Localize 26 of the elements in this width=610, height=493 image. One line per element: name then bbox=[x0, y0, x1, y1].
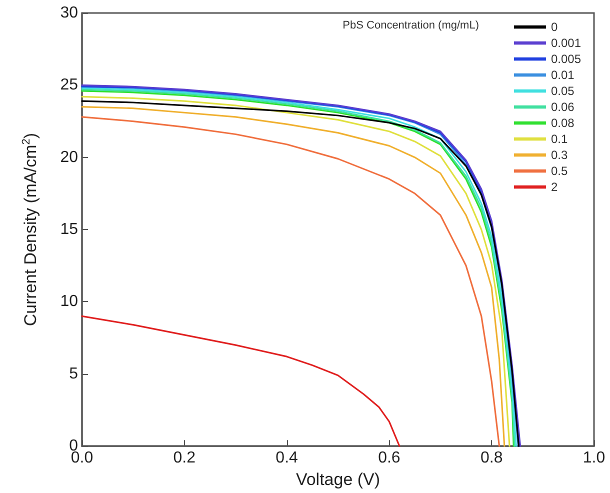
x-tick-label: 0.4 bbox=[276, 450, 298, 467]
x-tick-label: 1.0 bbox=[582, 450, 606, 467]
x-tick-label: 0.2 bbox=[173, 450, 196, 467]
legend-label: 0.001 bbox=[550, 36, 582, 50]
legend-label: 0.06 bbox=[550, 100, 575, 114]
legend-title: PbS Concentration (mg/mL) bbox=[342, 20, 480, 32]
legend-label: 0.3 bbox=[550, 148, 568, 162]
legend-label: 0.08 bbox=[550, 116, 575, 130]
x-tick-label: 0.6 bbox=[378, 450, 400, 467]
legend-label: 0.1 bbox=[550, 132, 568, 146]
x-tick-label: 0.8 bbox=[480, 450, 503, 467]
y-tick-label: 20 bbox=[60, 148, 78, 166]
x-axis-title: Voltage (V) bbox=[296, 470, 380, 489]
y-axis-title: Current Density (mA/cm2) bbox=[20, 132, 40, 326]
legend-label: 0.01 bbox=[550, 68, 575, 82]
y-tick-label: 15 bbox=[60, 221, 78, 238]
legend-label: 0.005 bbox=[550, 52, 582, 66]
legend-label: 0.05 bbox=[550, 84, 575, 98]
legend-label: 0.5 bbox=[550, 164, 568, 178]
y-tick-label: 10 bbox=[60, 293, 78, 310]
legend-label: 2 bbox=[550, 180, 558, 194]
y-tick-label: 25 bbox=[60, 76, 78, 94]
legend-label: 0 bbox=[550, 20, 558, 34]
y-tick-label: 30 bbox=[60, 4, 78, 22]
y-tick-label: 5 bbox=[69, 365, 78, 382]
line-series bbox=[81, 315, 400, 447]
